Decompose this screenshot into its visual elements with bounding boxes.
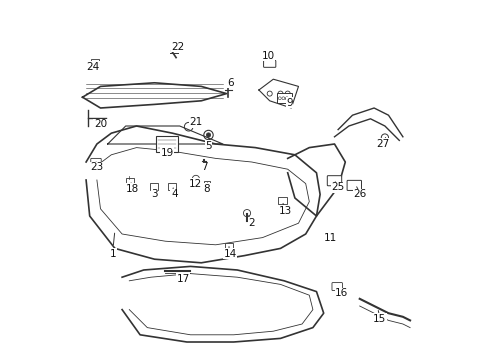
Text: 11: 11 (324, 233, 337, 243)
Text: 10: 10 (261, 51, 274, 61)
Text: 16: 16 (334, 288, 347, 298)
FancyBboxPatch shape (331, 283, 342, 291)
Text: 23: 23 (90, 162, 103, 172)
Text: 2: 2 (248, 218, 254, 228)
Text: 14: 14 (223, 249, 236, 259)
Text: 15: 15 (372, 314, 386, 324)
FancyBboxPatch shape (263, 60, 275, 67)
Text: 25: 25 (331, 182, 344, 192)
Text: 9: 9 (285, 98, 292, 108)
Text: 24: 24 (86, 62, 100, 72)
Text: 22: 22 (171, 42, 184, 52)
Text: 17: 17 (176, 274, 189, 284)
Text: 6: 6 (226, 78, 233, 88)
Circle shape (206, 133, 210, 137)
FancyBboxPatch shape (149, 183, 158, 190)
Text: 4: 4 (171, 189, 177, 199)
FancyBboxPatch shape (156, 136, 178, 152)
FancyBboxPatch shape (277, 197, 287, 204)
FancyBboxPatch shape (91, 59, 99, 69)
Polygon shape (258, 79, 298, 108)
FancyBboxPatch shape (326, 176, 341, 186)
Text: 1: 1 (110, 249, 116, 259)
Text: 19: 19 (160, 148, 173, 158)
Text: 27: 27 (376, 139, 389, 149)
FancyBboxPatch shape (224, 243, 233, 251)
FancyBboxPatch shape (91, 158, 101, 166)
Polygon shape (82, 83, 226, 108)
Polygon shape (122, 266, 323, 342)
Text: 3: 3 (151, 189, 158, 199)
Text: 21: 21 (189, 117, 202, 127)
FancyBboxPatch shape (346, 180, 361, 190)
FancyBboxPatch shape (276, 93, 291, 103)
FancyBboxPatch shape (167, 183, 175, 190)
Polygon shape (107, 126, 223, 144)
Text: 13: 13 (279, 206, 292, 216)
FancyBboxPatch shape (126, 178, 134, 186)
Text: 12: 12 (189, 179, 202, 189)
Text: 26: 26 (352, 189, 366, 199)
Text: 5: 5 (205, 141, 211, 151)
Text: 18: 18 (126, 184, 139, 194)
Text: 7: 7 (201, 162, 208, 172)
Text: 8: 8 (203, 184, 209, 194)
FancyBboxPatch shape (203, 181, 210, 186)
Text: 20: 20 (94, 119, 107, 129)
